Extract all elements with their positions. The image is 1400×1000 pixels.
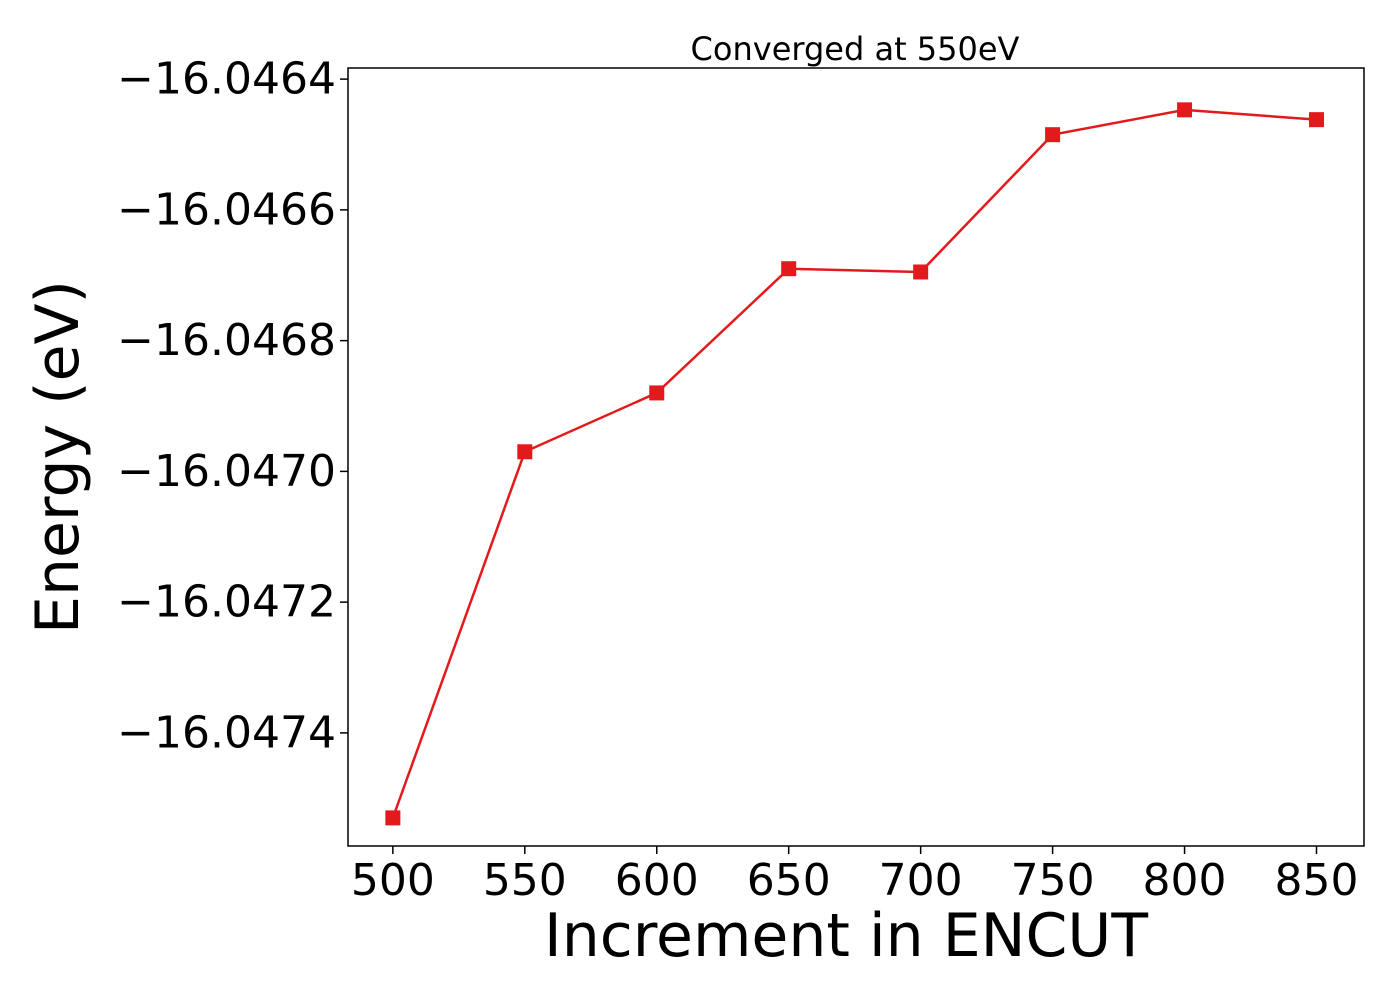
x-axis: 500 550 600 650 700 750 800 850 [351,846,1359,906]
series-line-0 [391,108,1317,819]
x-tick-label-4: 700 [879,855,963,906]
y-tick-label-4: −16.0472 [117,577,336,628]
x-tick-label-1: 550 [483,855,567,906]
data-point-0-3 [781,261,797,277]
data-point-0-0 [385,810,401,826]
x-tick-label-5: 750 [1011,855,1095,906]
plot-frame [347,67,1365,847]
x-tick-label-0: 500 [351,855,435,906]
plot-area [385,102,1324,826]
data-point-0-2 [649,385,665,401]
y-tick-label-3: −16.0470 [117,446,336,497]
data-point-0-4 [913,264,929,280]
data-point-0-6 [1177,102,1193,118]
y-axis: −16.0464 −16.0466 −16.0468 −16.0470 −16.0472… [117,54,348,758]
y-tick-label-5: −16.0474 [117,707,336,758]
y-tick-label-0: −16.0464 [117,54,336,105]
y-tick-label-1: −16.0466 [117,184,336,235]
x-tick-label-3: 650 [747,855,831,906]
data-point-0-7 [1308,112,1324,128]
x-tick-label-2: 600 [615,855,699,906]
y-tick-label-2: −16.0468 [117,315,336,366]
chart-title: Converged at 550eV [691,30,1020,68]
data-point-0-1 [517,444,533,460]
x-axis-label: Increment in ENCUT [544,901,1148,971]
y-axis-label: Energy (eV) [23,280,93,634]
x-tick-label-7: 850 [1275,855,1359,906]
x-tick-label-6: 800 [1143,855,1227,906]
data-point-0-5 [1045,127,1061,143]
